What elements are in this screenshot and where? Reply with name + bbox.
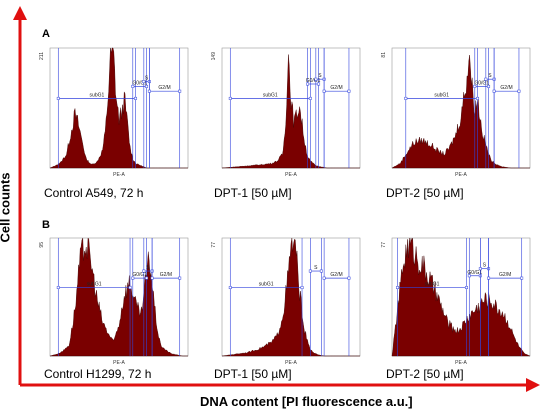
gate-handle — [56, 96, 60, 100]
gate-handle — [142, 269, 146, 273]
gate-handle — [142, 80, 146, 84]
gate-handle — [178, 276, 182, 280]
y-max-tick-label: 211 — [39, 52, 45, 60]
histogram-area — [221, 237, 360, 357]
gate-label: subG1 — [263, 92, 278, 98]
gate-label: G0/G1 — [467, 270, 482, 276]
y-max-tick-label: 149 — [211, 52, 217, 61]
histogram-area — [391, 237, 531, 357]
gate-handle — [467, 274, 471, 278]
gate-label: G2/M — [160, 272, 172, 278]
gate-label: S — [483, 263, 487, 269]
gate-label: subG1 — [434, 92, 449, 98]
histogram-area — [49, 47, 188, 169]
histogram-panel-a2: 149 subG1 G0/G1S G2/M PE-A — [211, 47, 361, 178]
gate-handle — [465, 286, 468, 290]
gate-handle — [473, 84, 477, 88]
gate-label: subG1 — [90, 92, 105, 98]
gate-label: G2/M — [500, 85, 512, 91]
gate-handle — [178, 89, 182, 93]
gate-label: subG1 — [425, 282, 440, 288]
gate-handle — [308, 269, 312, 273]
x-axis-label: PE-A — [113, 172, 125, 178]
gate-handle — [145, 276, 149, 280]
gate-handle — [520, 276, 524, 280]
gate-handle — [131, 276, 135, 280]
gate-label: G0/G1 — [132, 80, 147, 86]
gate-handle — [322, 276, 326, 280]
x-axis-label: PE-A — [285, 360, 297, 366]
y-max-tick-label: 95 — [39, 242, 45, 248]
histogram-panel-a3: 81 subG1 G0/G1S G2/M PE-A — [381, 47, 531, 178]
gate-handle — [404, 96, 408, 100]
row-label-a: A — [42, 28, 50, 40]
panel-caption-a1: Control A549, 72 h — [44, 186, 144, 200]
gate-handle — [308, 96, 312, 100]
histogram-area — [49, 237, 188, 357]
row-label-b: B — [42, 219, 50, 231]
gate-handle — [484, 77, 488, 81]
gate-label: G2/M — [499, 272, 511, 278]
panel-caption-a2: DPT-1 [50 µM] — [214, 186, 292, 200]
gate-handle — [131, 84, 135, 88]
gate-handle — [228, 286, 232, 290]
gate-handle — [306, 82, 310, 86]
x-axis-label: PE-A — [113, 360, 125, 366]
gate-label: S — [146, 265, 150, 271]
gate-label: subG1 — [259, 282, 274, 288]
histogram-panel-b1: 95 subG1 G0/G1S G2/M PE-A — [39, 237, 189, 366]
histogram-panel-b2: 77 subG1 S G2/M PE-A — [211, 237, 361, 366]
gate-handle — [396, 286, 399, 290]
gate-label: G2/M — [330, 272, 342, 278]
gate-handle — [478, 267, 482, 271]
y-axis-title: Cell counts — [0, 172, 13, 243]
gate-handle — [492, 89, 496, 93]
gate-label: subG1 — [87, 282, 102, 288]
gate-label: G0/G1 — [474, 80, 489, 86]
gate-handle — [56, 286, 60, 290]
gate-handle — [300, 286, 304, 290]
x-axis-arrowhead — [526, 378, 540, 392]
x-axis-label: PE-A — [455, 360, 467, 366]
gate-handle — [517, 89, 521, 93]
gate-handle — [145, 84, 149, 88]
gate-label: G2/M — [330, 85, 342, 91]
gate-label: S — [488, 73, 492, 79]
panel-caption-b1: Control H1299, 72 h — [44, 367, 152, 381]
gate-handle — [147, 89, 151, 93]
gate-handle — [150, 276, 154, 280]
gate-label: S — [314, 265, 318, 271]
y-max-tick-label: 77 — [211, 242, 217, 248]
gate-handle — [487, 84, 491, 88]
histogram-panel-a1: 211 subG1 G0/G1S G2/M PE-A — [39, 47, 189, 178]
panel-caption-b3: DPT-2 [50 µM] — [386, 367, 464, 381]
gate-handle — [314, 77, 318, 81]
gate-label: S — [318, 73, 322, 79]
gate-handle — [347, 276, 351, 280]
y-max-tick-label: 81 — [381, 52, 387, 58]
x-axis-title: DNA content [PI fluorescence a.u.] — [200, 394, 413, 409]
gate-label: G0/G1 — [306, 78, 321, 84]
gate-handle — [347, 89, 351, 93]
gate-handle — [128, 286, 132, 290]
gate-label: G2/M — [158, 85, 170, 91]
gate-label: S — [145, 76, 149, 82]
y-axis-arrowhead — [13, 6, 27, 20]
x-axis-label: PE-A — [285, 172, 297, 178]
gate-handle — [319, 269, 323, 273]
gate-handle — [487, 276, 491, 280]
y-max-tick-label: 77 — [381, 242, 387, 248]
gate-label: G0/G1 — [132, 272, 147, 278]
gate-handle — [476, 96, 480, 100]
histogram-panel-b3: 77 subG1 G0/G1S G2/M PE-A — [381, 237, 531, 366]
gate-handle — [317, 82, 321, 86]
x-axis-label: PE-A — [455, 172, 467, 178]
panel-caption-b2: DPT-1 [50 µM] — [214, 367, 292, 381]
gate-handle — [228, 96, 232, 100]
gate-handle — [134, 96, 138, 100]
gate-handle — [322, 89, 326, 93]
histogram-area — [221, 54, 360, 169]
panel-caption-a3: DPT-2 [50 µM] — [386, 186, 464, 200]
